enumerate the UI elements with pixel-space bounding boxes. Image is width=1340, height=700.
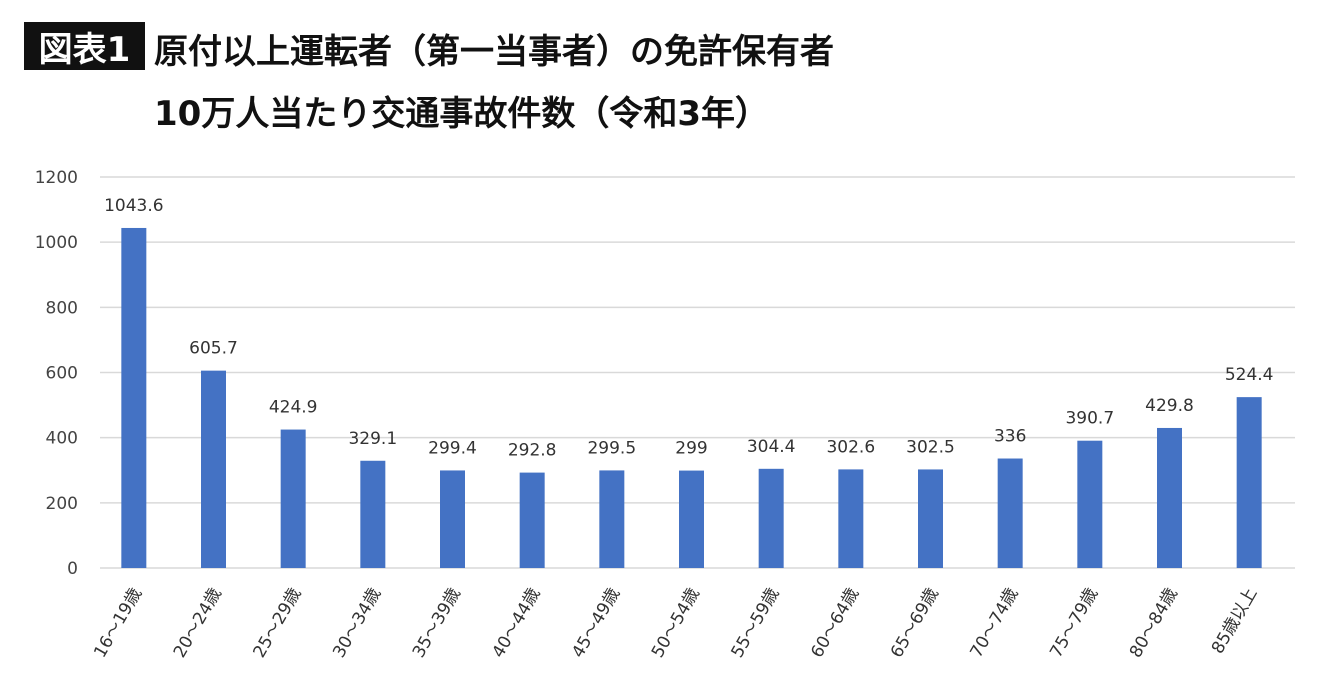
- data-label: 336: [994, 427, 1026, 447]
- x-tick-label: 50～54歳: [648, 585, 704, 662]
- x-tick-label: 35～39歳: [409, 585, 465, 662]
- chart-title-line1: 原付以上運転者（第一当事者）の免許保有者: [154, 32, 834, 72]
- data-label: 299: [675, 439, 707, 459]
- bar: [758, 468, 784, 568]
- chart-title-line2: 10万人当たり交通事故件数（令和3年）: [154, 94, 769, 134]
- data-label: 299.5: [587, 438, 636, 458]
- bar: [201, 370, 226, 568]
- y-tick-label: 400: [46, 429, 78, 449]
- x-tick-label: 45～49歳: [568, 585, 624, 662]
- bar: [918, 469, 943, 568]
- x-tick-label: 70～74歳: [967, 585, 1023, 662]
- x-tick-label: 65～69歳: [887, 585, 943, 662]
- x-tick-label: 75～79歳: [1046, 585, 1102, 662]
- bar: [519, 472, 545, 568]
- y-tick-label: 200: [46, 494, 78, 514]
- data-label: 302.5: [906, 437, 955, 457]
- data-label: 524.4: [1225, 365, 1274, 385]
- bar: [1157, 427, 1182, 568]
- data-label: 299.4: [428, 438, 477, 458]
- y-tick-label: 0: [67, 559, 78, 579]
- data-label: 304.4: [747, 437, 796, 457]
- bar: [679, 470, 704, 568]
- bar: [121, 227, 147, 568]
- data-label: 302.6: [826, 437, 875, 457]
- data-label: 424.9: [269, 398, 318, 418]
- data-label: 429.8: [1145, 396, 1194, 416]
- y-tick-label: 1200: [35, 168, 78, 188]
- x-tick-label: 55～59歳: [728, 585, 784, 662]
- figure-badge: 図表1: [24, 22, 145, 70]
- x-tick-label: 80～84歳: [1126, 585, 1182, 662]
- x-tick-label: 16～19歳: [90, 585, 146, 662]
- bar: [280, 429, 306, 568]
- data-label: 329.1: [348, 429, 397, 449]
- bar: [440, 470, 465, 568]
- bar: [599, 470, 625, 568]
- x-tick-label: 60～64歳: [807, 585, 863, 662]
- bar: [1077, 440, 1103, 568]
- x-tick-label: 30～34歳: [329, 585, 385, 662]
- y-tick-label: 1000: [35, 233, 78, 253]
- bar: [1236, 397, 1262, 568]
- x-tick-label: 25～29歳: [250, 585, 306, 662]
- x-tick-label: 20～24歳: [170, 585, 226, 662]
- bar: [360, 460, 386, 568]
- data-label: 292.8: [508, 441, 557, 461]
- data-label: 605.7: [189, 339, 238, 359]
- y-tick-label: 600: [46, 364, 78, 384]
- data-label: 390.7: [1065, 409, 1114, 429]
- data-label: 1043.6: [104, 196, 163, 216]
- bar: [997, 458, 1023, 568]
- bar: [838, 469, 864, 568]
- x-tick-label: 40～44歳: [489, 585, 545, 662]
- y-tick-label: 800: [46, 298, 78, 318]
- x-tick-label: 85歳以上: [1208, 585, 1262, 658]
